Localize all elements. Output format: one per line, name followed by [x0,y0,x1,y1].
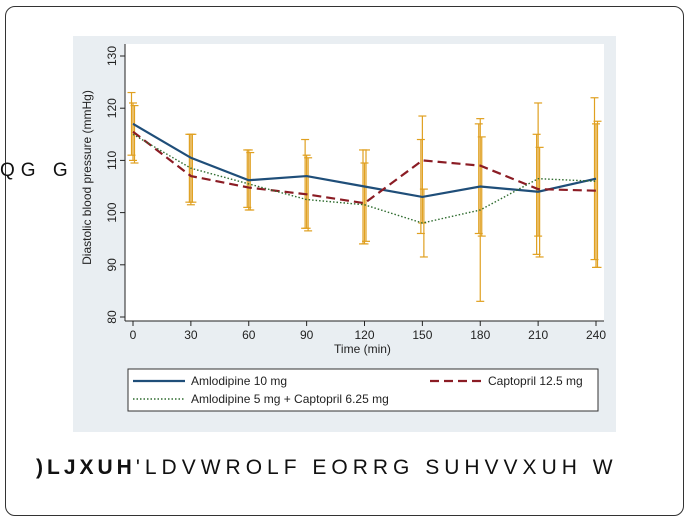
caption-label: )LJXUH [36,456,136,479]
y-tick-label: 130 [105,46,119,66]
series-line [132,133,597,224]
y-tick-label: 120 [105,98,119,118]
series-line [132,130,597,205]
x-tick-label: 60 [242,328,256,342]
legend-box [127,368,599,412]
y-tick-label: 90 [105,258,119,272]
y-tick-label: 100 [105,202,119,222]
x-tick-label: 90 [300,328,314,342]
side-text: QG G [0,160,74,181]
x-tick-label: 210 [528,328,548,342]
x-tick-label: 150 [412,328,432,342]
x-tick-label: 120 [354,328,374,342]
legend-label: Amlodipine 5 mg + Captopril 6.25 mg [191,392,389,406]
x-tick-label: 30 [184,328,198,342]
y-tick-label: 110 [105,151,119,170]
figure-caption: )LJXUH'LDVWROLF EORRG SUHVVXUH W [36,456,618,480]
legend-label: Captopril 12.5 mg [488,374,583,388]
x-tick-label: 240 [586,328,606,342]
x-axis-title: Time (min) [334,342,391,356]
legend-label: Amlodipine 10 mg [191,374,287,388]
caption-text: 'LDVWROLF EORRG SUHVVXUH W [135,456,618,479]
y-axis-title: Diastolic blood pressure (mmHg) [80,90,94,265]
y-tick-label: 80 [105,310,119,324]
series-line [132,122,597,199]
x-tick-label: 180 [470,328,490,342]
x-tick-label: 0 [130,328,137,342]
